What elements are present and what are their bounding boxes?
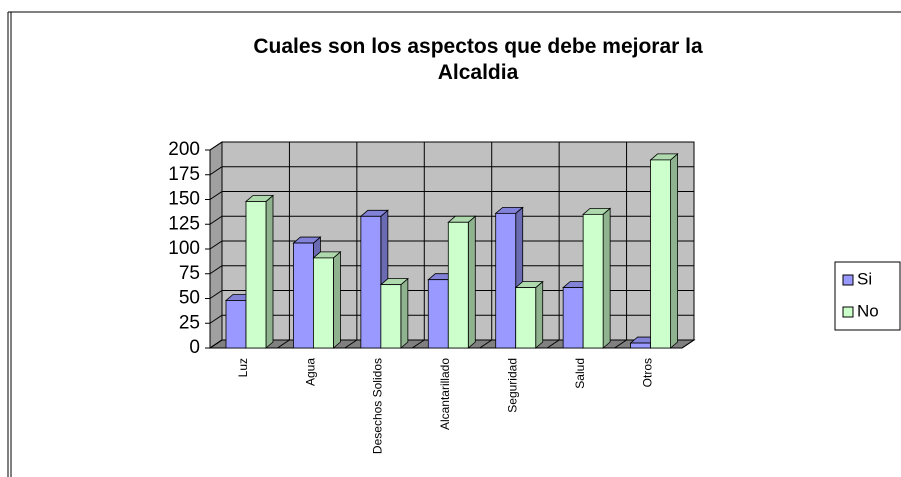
legend xyxy=(834,261,901,331)
floor-line xyxy=(479,339,492,349)
bar xyxy=(582,213,604,349)
bar xyxy=(447,221,469,349)
x-tick-group: Agua xyxy=(303,358,317,386)
floor-line xyxy=(344,339,358,349)
y-tick-label: 75 xyxy=(179,263,200,284)
y-tick-label: 50 xyxy=(179,288,200,309)
bar xyxy=(293,242,314,349)
bar xyxy=(630,342,651,349)
bar xyxy=(360,215,382,349)
y-tick-label: 25 xyxy=(179,312,200,333)
y-tick-label: 150 xyxy=(168,189,200,210)
bar xyxy=(380,284,402,349)
floor-line xyxy=(277,339,290,349)
x-tick-label: Salud xyxy=(573,358,587,389)
y-tick-label: 100 xyxy=(168,238,200,259)
legend-swatch xyxy=(842,274,854,286)
bar-side xyxy=(265,194,274,349)
floor-line xyxy=(412,339,425,349)
bar-side xyxy=(467,215,476,349)
x-tick-label: Desechos Solidos xyxy=(371,358,385,454)
y-tick-label: 175 xyxy=(168,164,200,185)
bar xyxy=(427,279,449,349)
bar-side xyxy=(400,277,409,349)
x-tick-label: Luz xyxy=(236,358,250,377)
bar xyxy=(245,201,267,349)
legend-label: Si xyxy=(857,269,872,288)
x-tick-label: Agua xyxy=(303,358,317,386)
bar-side xyxy=(333,251,341,349)
bar xyxy=(562,287,584,349)
floor-line xyxy=(209,339,223,349)
x-tick-label: Otros xyxy=(640,358,654,387)
chart-title: Cuales son los aspectos que debe mejorar… xyxy=(253,35,703,84)
x-tick-label: Seguridad xyxy=(506,358,520,413)
x-tick-group: Alcantarillado xyxy=(438,358,452,430)
legend-swatch xyxy=(842,306,854,318)
bar xyxy=(225,300,247,349)
bar xyxy=(650,159,671,349)
bar-side xyxy=(602,207,611,349)
y-tick-label: 0 xyxy=(189,337,200,358)
x-tick-group: Otros xyxy=(640,358,654,387)
bar xyxy=(313,257,334,349)
x-tick-group: Desechos Solidos xyxy=(371,358,385,454)
floor-line xyxy=(681,339,695,349)
bar xyxy=(515,287,537,349)
bar-side xyxy=(670,153,678,349)
x-tick-group: Luz xyxy=(236,358,250,377)
bar-side xyxy=(535,280,544,349)
y-tick-label: 125 xyxy=(168,213,200,234)
legend-label: No xyxy=(857,301,879,320)
x-tick-label: Alcantarillado xyxy=(438,358,452,430)
y-tick-label: 200 xyxy=(168,139,200,160)
floor-line xyxy=(614,339,627,349)
bar xyxy=(495,212,517,349)
x-tick-group: Seguridad xyxy=(506,358,520,413)
x-tick-group: Salud xyxy=(573,358,587,389)
floor-line xyxy=(546,339,560,349)
